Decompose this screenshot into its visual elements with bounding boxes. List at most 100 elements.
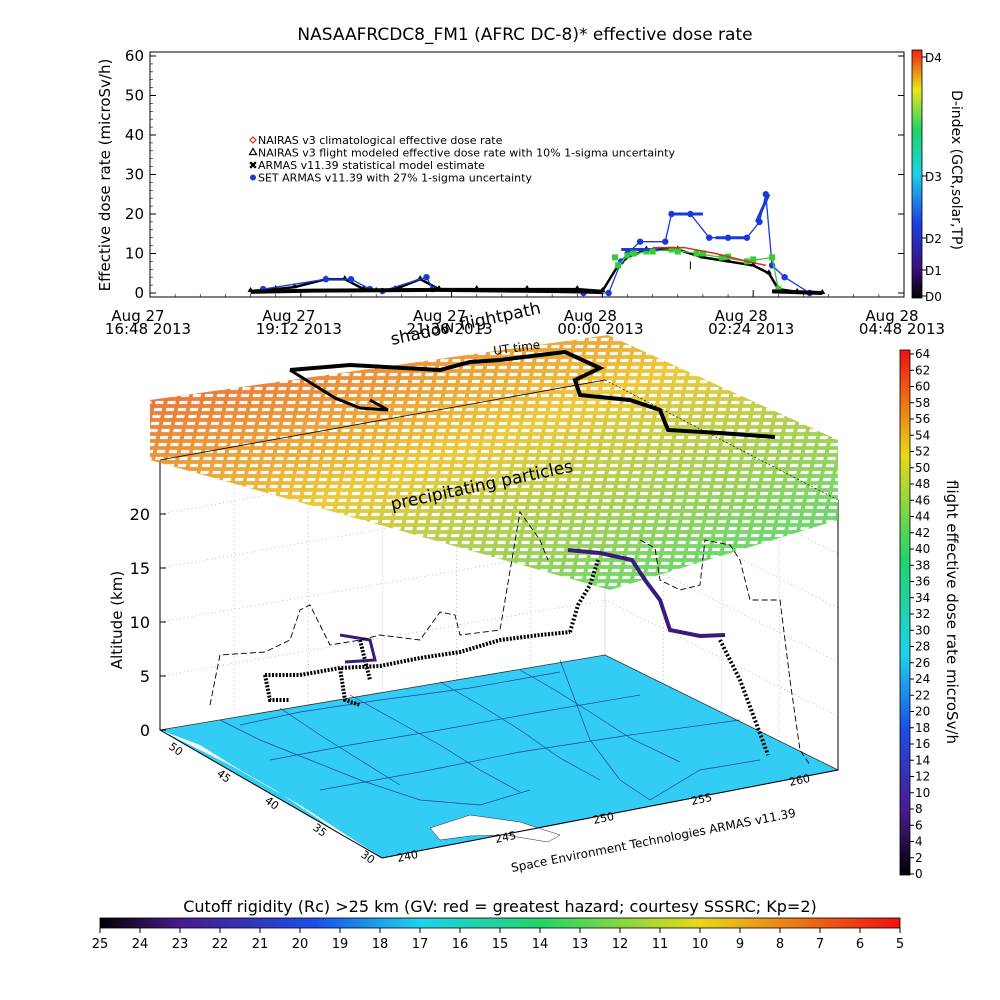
dose-tick-label: 40 bbox=[915, 542, 930, 556]
x-tick-time: 19:12 2013 bbox=[256, 320, 342, 338]
longitude-tick-label: 240 bbox=[396, 848, 419, 865]
series-point bbox=[781, 274, 788, 281]
flight-path-low bbox=[339, 633, 377, 664]
legend-label: NAIRAS v3 climatological effective dose … bbox=[258, 134, 503, 147]
cutoff-rigidity-colorbar bbox=[99, 917, 901, 929]
rigidity-tick-label: 19 bbox=[332, 937, 349, 952]
y-tick-label: 50 bbox=[125, 87, 144, 105]
dose-tick-label: 50 bbox=[915, 461, 930, 475]
y-tick-label: 10 bbox=[125, 245, 144, 263]
shadow-flightpath-west bbox=[289, 368, 389, 412]
dose-tick-label: 24 bbox=[915, 672, 930, 686]
x-tick-day: Aug 28 bbox=[865, 307, 918, 325]
dose-tick-label: 10 bbox=[915, 786, 930, 800]
cutoff-rigidity-ticks: 25 24 23 22 21 20 19 18 17 16 15 14 13 12 11 10 9 8 7 6 5 bbox=[92, 928, 904, 952]
dose-tick-label: 58 bbox=[915, 396, 930, 410]
dose-tick-label: 54 bbox=[915, 428, 930, 442]
rigidity-tick-label: 21 bbox=[252, 937, 269, 952]
x-tick-time: 04:48 2013 bbox=[859, 320, 945, 338]
longitude-tick-label: 255 bbox=[690, 791, 713, 808]
x-tick-day: Aug 28 bbox=[564, 307, 617, 325]
top-y-axis-label: Effective dose rate (microSv/h) bbox=[96, 59, 114, 292]
dose-tick-label: 22 bbox=[915, 688, 930, 702]
series-point bbox=[649, 248, 656, 255]
series-point bbox=[662, 238, 669, 245]
series-point bbox=[347, 275, 355, 283]
series-segment bbox=[754, 193, 771, 223]
dose-colorbar-label: flight effective dose rate microSv/h bbox=[943, 480, 961, 744]
dose-tick-label: 64 bbox=[915, 347, 930, 361]
y-tick-label: 0 bbox=[134, 284, 144, 302]
altitude-tick-label: 20 bbox=[130, 505, 150, 524]
dindex-tick-label: D2 bbox=[925, 232, 942, 246]
series-point bbox=[423, 274, 430, 281]
legend-dot-icon bbox=[250, 174, 256, 181]
dose-tick-label: 52 bbox=[915, 445, 930, 459]
altitude-tick-label: 10 bbox=[130, 613, 150, 632]
altitude-tick-label: 5 bbox=[140, 667, 150, 686]
dose-tick-label: 12 bbox=[915, 770, 930, 784]
dindex-tick-label: D4 bbox=[925, 51, 942, 65]
series-point bbox=[611, 254, 618, 261]
rigidity-tick-label: 14 bbox=[532, 937, 549, 952]
dindex-tick-label: D3 bbox=[925, 170, 942, 184]
dose-tick-label: 16 bbox=[915, 737, 930, 751]
map-land-white bbox=[429, 814, 561, 843]
series-point bbox=[615, 262, 622, 269]
series-point bbox=[750, 261, 757, 267]
rigidity-tick-label: 10 bbox=[692, 937, 709, 952]
dose-tick-label: 48 bbox=[915, 477, 930, 491]
rigidity-tick-label: 25 bbox=[92, 937, 109, 952]
x-tick-time: 00:00 2013 bbox=[557, 320, 643, 338]
y-tick-label: 60 bbox=[125, 47, 144, 65]
dindex-label: D-index (GCR,solar,TP) bbox=[948, 90, 964, 250]
flight-path-3d bbox=[263, 630, 571, 707]
legend: NAIRAS v3 climatological effective dose … bbox=[248, 134, 675, 185]
dose-rate-series bbox=[247, 191, 826, 297]
series-point bbox=[693, 250, 700, 257]
flight-path-cruise bbox=[567, 548, 726, 639]
series-point bbox=[706, 234, 713, 241]
dindex-colorbar bbox=[911, 49, 923, 299]
rigidity-tick-label: 7 bbox=[816, 937, 824, 952]
x-tick-day: Aug 27 bbox=[413, 307, 466, 325]
dose-tick-label: 26 bbox=[915, 656, 930, 670]
grid-line bbox=[604, 599, 839, 717]
dose-colorbar-ticks: 6462605856545250484644424038363432302826… bbox=[910, 347, 930, 881]
dose-tick-label: 46 bbox=[915, 493, 930, 507]
x-tick-time: 21:36 2013 bbox=[407, 320, 493, 338]
legend-label: SET ARMAS v11.39 with 27% 1-sigma uncert… bbox=[258, 172, 532, 185]
rigidity-tick-label: 17 bbox=[412, 937, 429, 952]
dose-tick-label: 38 bbox=[915, 558, 930, 572]
legend-x-icon: ✖ bbox=[248, 159, 257, 172]
x-tick-day: Aug 27 bbox=[111, 307, 164, 325]
dose-tick-label: 20 bbox=[915, 705, 930, 719]
rigidity-tick-label: 8 bbox=[776, 937, 784, 952]
dose-tick-label: 32 bbox=[915, 607, 930, 621]
map-borders bbox=[219, 659, 761, 806]
series-point bbox=[699, 250, 706, 257]
legend-label: NAIRAS v3 flight modeled effective dose … bbox=[258, 147, 675, 160]
rigidity-tick-label: 23 bbox=[172, 937, 189, 952]
series-point bbox=[630, 250, 637, 257]
longitude-ticks: 240 245 250 255 260 bbox=[396, 772, 811, 865]
rigidity-tick-label: 24 bbox=[132, 937, 149, 952]
dose-tick-label: 42 bbox=[915, 526, 930, 540]
rigidity-tick-label: 9 bbox=[736, 937, 744, 952]
dose-tick-label: 2 bbox=[915, 851, 923, 865]
rigidity-tick-label: 11 bbox=[652, 937, 669, 952]
dose-tick-label: 34 bbox=[915, 591, 930, 605]
rigidity-tick-label: 18 bbox=[372, 937, 389, 952]
dose-tick-label: 14 bbox=[915, 753, 930, 767]
series-point bbox=[765, 269, 772, 275]
dose-tick-label: 0 bbox=[915, 867, 923, 881]
series-point bbox=[668, 246, 675, 253]
rigidity-tick-label: 22 bbox=[212, 937, 229, 952]
rigidity-tick-label: 13 bbox=[572, 937, 589, 952]
dindex-tick-label: D0 bbox=[925, 290, 942, 304]
series-line bbox=[250, 248, 823, 295]
series-point bbox=[636, 238, 644, 245]
series-line bbox=[250, 287, 603, 295]
